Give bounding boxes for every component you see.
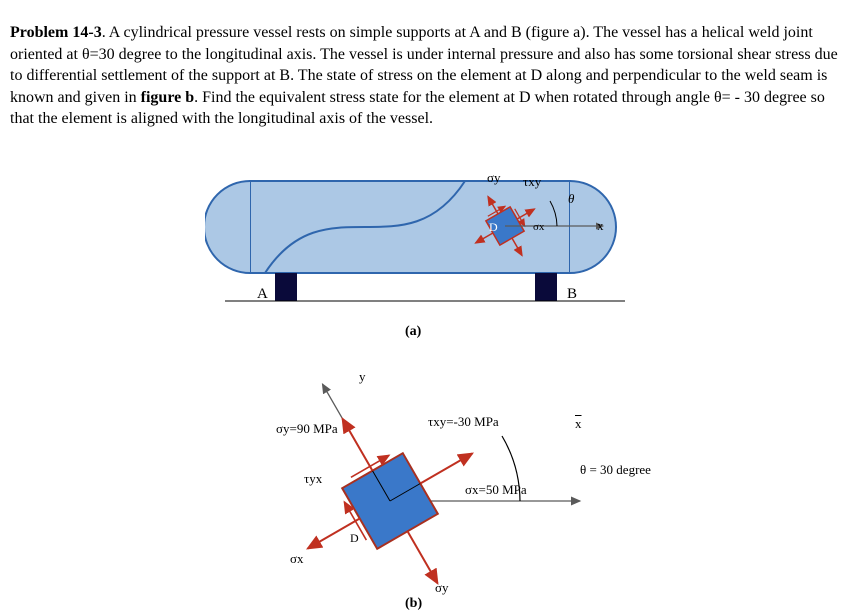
vessel-x-axis: x xyxy=(597,218,604,234)
figure-ref: figure b xyxy=(141,89,194,106)
figures-area: A B D σy τxy σx θ x (a) xyxy=(10,146,846,606)
elem-sigma-x: σx=50 MPa xyxy=(465,482,527,498)
label-b: B xyxy=(567,286,577,303)
vessel-sigma-y: σy xyxy=(487,170,501,186)
vessel-tau-xy: τxy xyxy=(523,174,541,190)
elem-sigma-x-neg: σx xyxy=(290,551,304,567)
elem-theta: θ = 30 degree xyxy=(580,462,651,478)
elem-sigma-y-neg: σy xyxy=(435,580,449,596)
elem-y-axis: y xyxy=(359,369,366,385)
problem-label: Problem 14-3 xyxy=(10,24,102,41)
caption-b: (b) xyxy=(405,596,422,612)
label-a: A xyxy=(257,286,268,303)
figure-b-svg xyxy=(220,356,660,606)
elem-tau-yx: τyx xyxy=(304,471,322,487)
problem-statement: Problem 14-3. A cylindrical pressure ves… xyxy=(10,22,846,130)
elem-tau-xy: τxy=-30 MPa xyxy=(428,414,499,430)
vessel-sigma-x: σx xyxy=(533,221,544,233)
caption-a: (a) xyxy=(405,324,421,340)
vessel-theta: θ xyxy=(568,191,574,207)
elem-d-label: D xyxy=(350,531,359,546)
label-d: D xyxy=(489,220,498,235)
elem-x-axis: x xyxy=(575,416,582,432)
figure-a-svg xyxy=(205,156,655,336)
elem-sigma-y: σy=90 MPa xyxy=(276,421,338,437)
